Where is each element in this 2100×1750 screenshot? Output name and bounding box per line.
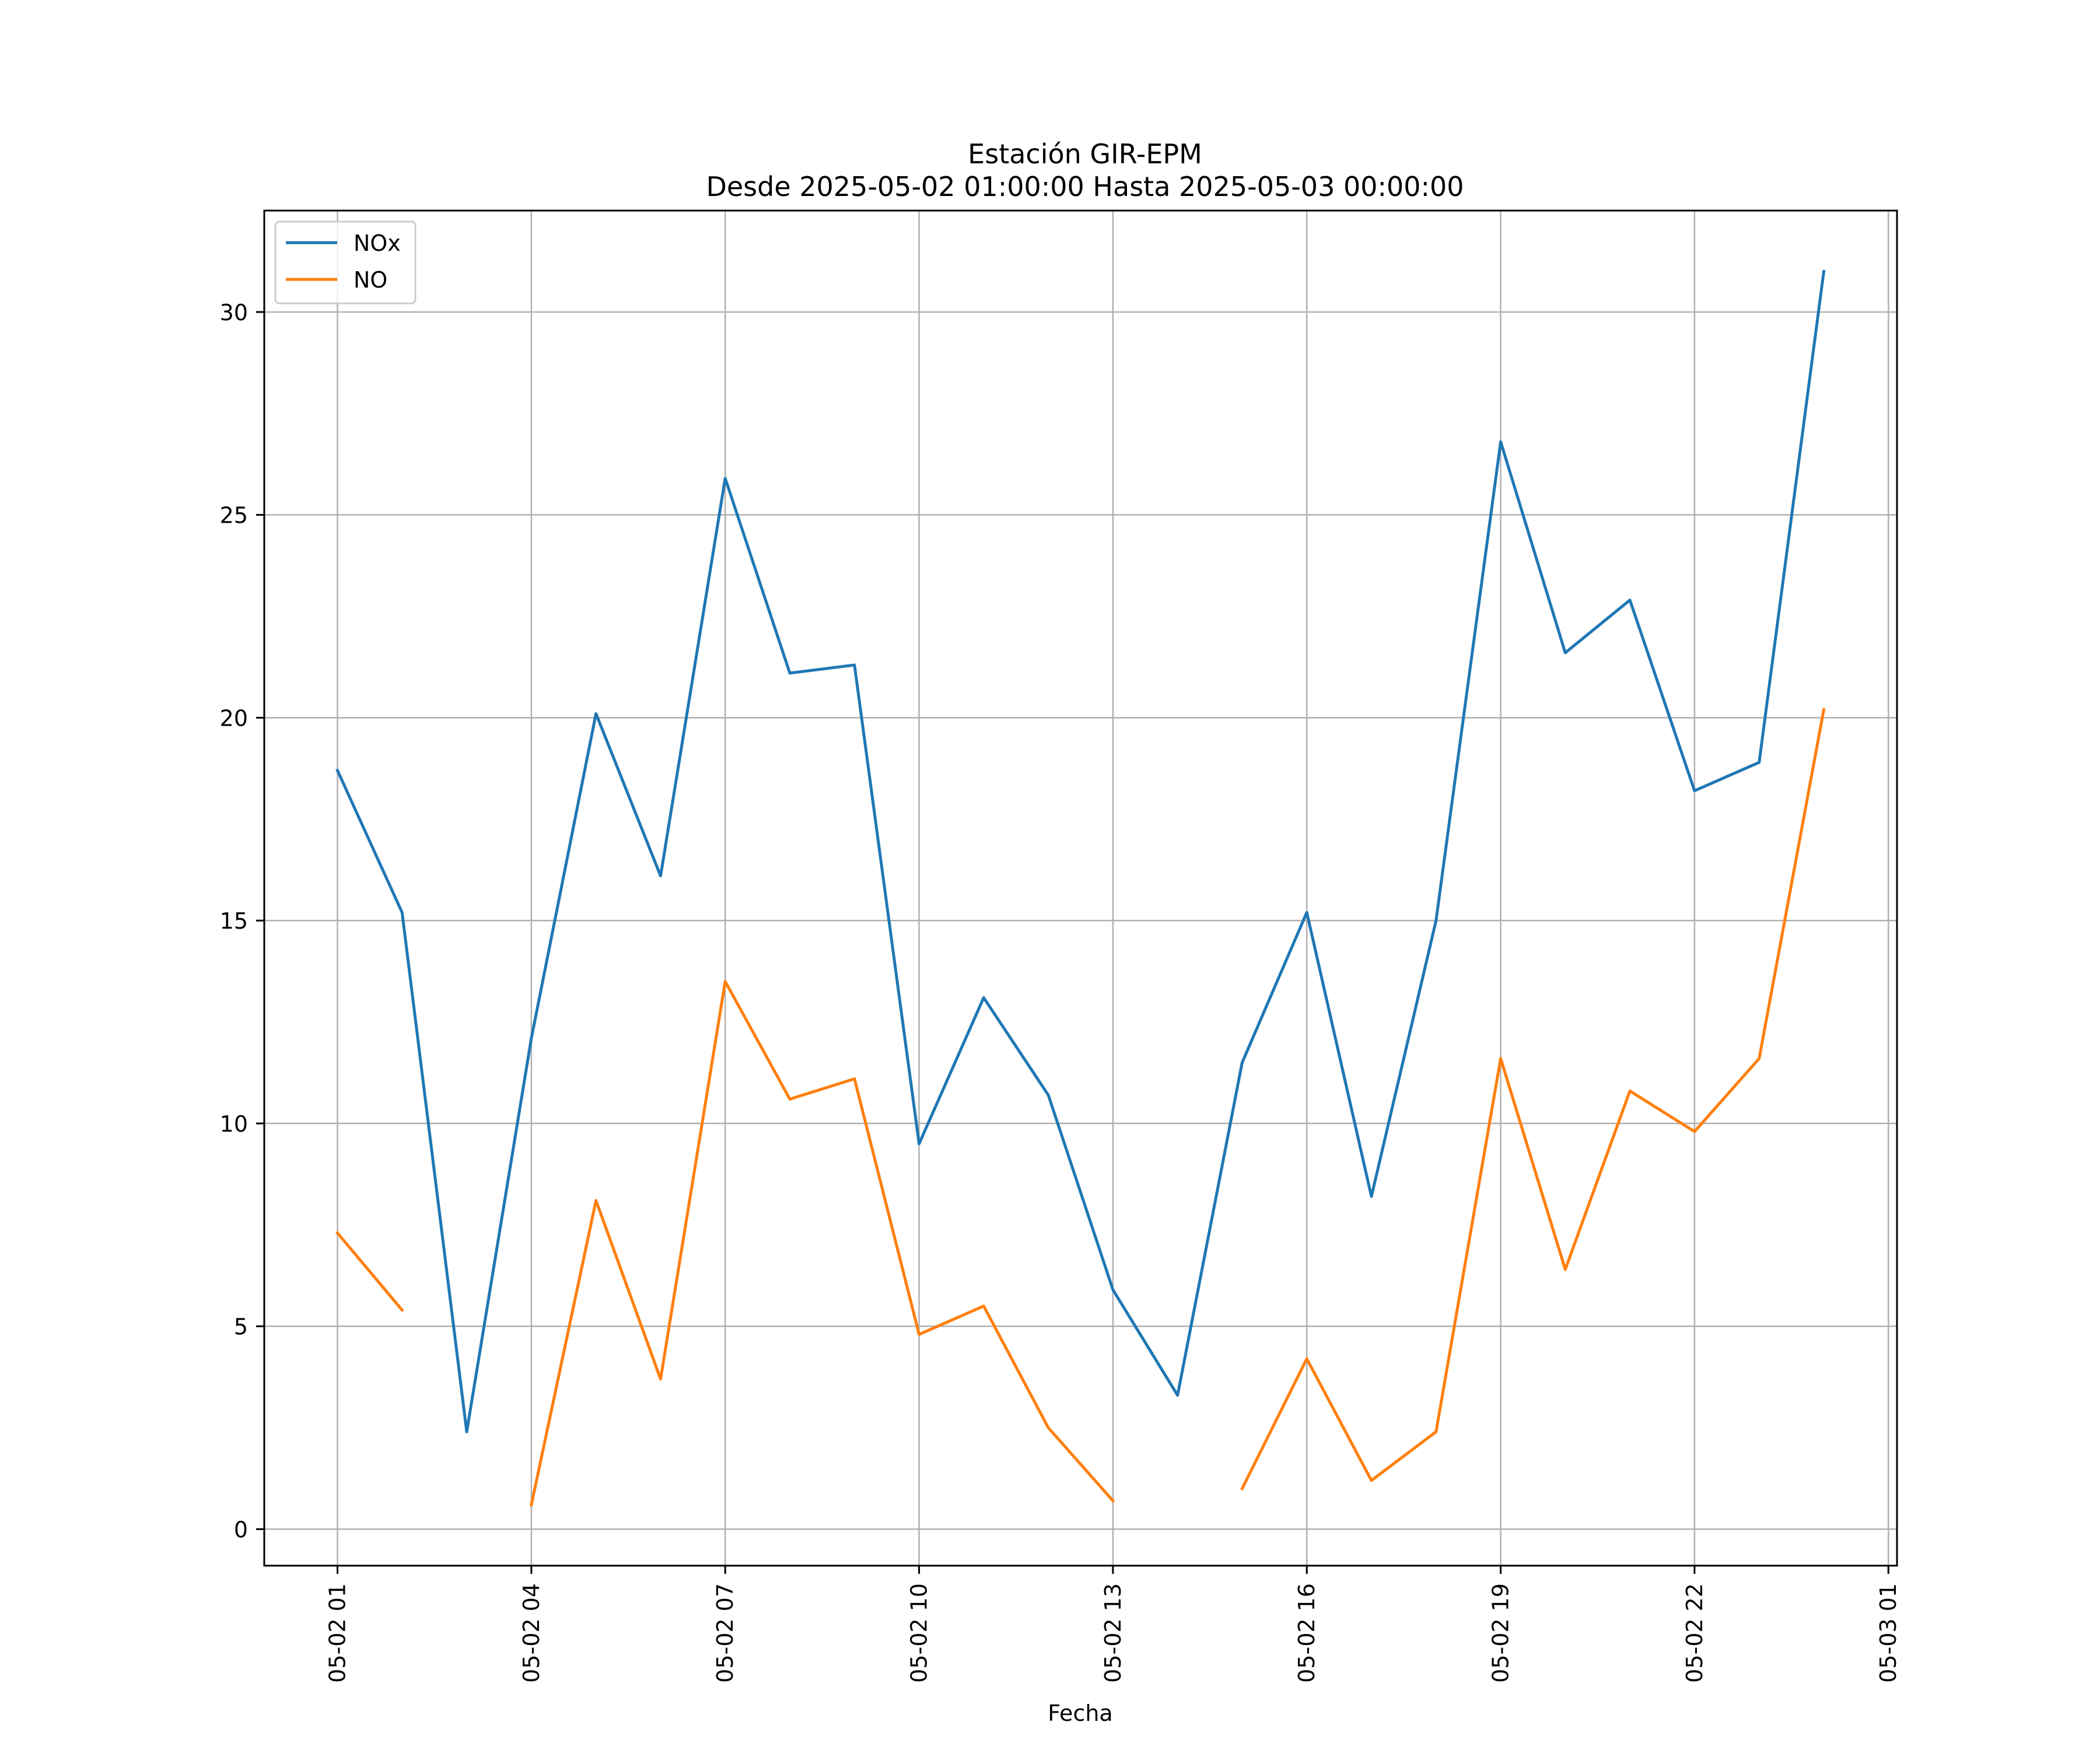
- x-tick-label: 05-03 01: [1875, 1583, 1901, 1683]
- plot-frame: [263, 209, 1898, 1567]
- series-line-nox: [335, 270, 1826, 1433]
- chart-subtitle: Desde 2025-05-02 01:00:00 Hasta 2025-05-…: [706, 171, 1464, 202]
- x-tick-label: 05-02 04: [519, 1583, 544, 1683]
- x-tick-label: 05-02 22: [1682, 1583, 1707, 1683]
- legend-label-nox: NOx: [354, 230, 401, 256]
- x-tick-label: 05-02 01: [325, 1583, 351, 1683]
- x-tick-label: 05-02 10: [907, 1583, 932, 1683]
- y-tick-label: 30: [220, 300, 248, 326]
- y-tick-label: 5: [234, 1314, 248, 1340]
- y-axis: 0 5 10 15 20 25 30: [220, 300, 264, 1542]
- y-tick-label: 25: [220, 503, 248, 528]
- y-tick-label: 20: [220, 705, 248, 731]
- grid: [264, 211, 1897, 1566]
- legend-label-no: NO: [354, 267, 387, 293]
- legend: NOx NO: [274, 220, 416, 304]
- x-tick-label: 05-02 19: [1488, 1583, 1514, 1683]
- x-axis-label: Fecha: [1048, 1700, 1112, 1726]
- y-tick-label: 15: [220, 908, 248, 934]
- x-tick-label: 05-02 07: [712, 1583, 738, 1683]
- x-axis: 05-02 01 05-02 04 05-02 07 05-02 10 05-02 13…: [325, 1566, 1901, 1683]
- x-tick-label: 05-02 13: [1100, 1583, 1126, 1683]
- y-tick-label: 0: [234, 1517, 248, 1542]
- x-tick-label: 05-02 16: [1294, 1583, 1320, 1683]
- series-line-no: [335, 708, 1826, 1507]
- chart-title: Estación GIR-EPM: [968, 138, 1202, 170]
- y-tick-label: 10: [220, 1111, 248, 1137]
- series-lines: [335, 270, 1826, 1507]
